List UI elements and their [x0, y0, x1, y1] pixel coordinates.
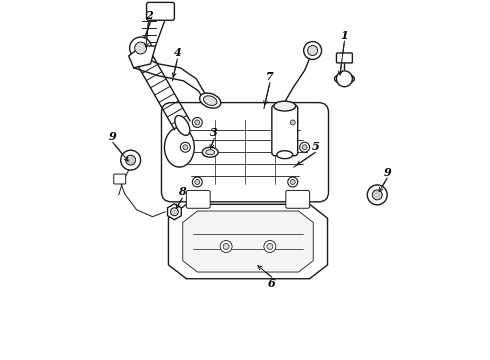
Polygon shape: [129, 46, 155, 68]
Circle shape: [183, 145, 188, 150]
Circle shape: [223, 243, 229, 249]
Text: 2: 2: [145, 10, 152, 21]
Circle shape: [337, 71, 352, 87]
Text: 1: 1: [341, 30, 348, 41]
Circle shape: [267, 243, 273, 249]
Text: 7: 7: [266, 71, 274, 82]
Circle shape: [195, 120, 200, 125]
Circle shape: [135, 42, 147, 54]
FancyBboxPatch shape: [114, 174, 125, 184]
Circle shape: [121, 150, 141, 170]
Ellipse shape: [206, 150, 215, 155]
Circle shape: [300, 142, 310, 152]
Ellipse shape: [199, 93, 221, 108]
Circle shape: [290, 120, 295, 125]
Circle shape: [192, 177, 202, 187]
Circle shape: [290, 180, 295, 184]
Circle shape: [130, 37, 151, 59]
Circle shape: [288, 117, 298, 127]
Text: 3: 3: [210, 127, 218, 138]
Circle shape: [220, 240, 232, 252]
FancyBboxPatch shape: [162, 103, 328, 202]
Text: 4: 4: [173, 48, 181, 58]
Text: 9: 9: [383, 167, 391, 177]
Polygon shape: [368, 185, 386, 205]
Text: 9: 9: [109, 131, 117, 142]
FancyBboxPatch shape: [337, 53, 352, 63]
Circle shape: [171, 208, 178, 216]
FancyBboxPatch shape: [272, 105, 298, 156]
Ellipse shape: [175, 116, 190, 135]
Ellipse shape: [274, 101, 295, 111]
Text: 5: 5: [312, 141, 319, 152]
Circle shape: [368, 185, 387, 205]
Polygon shape: [169, 204, 327, 279]
Circle shape: [288, 177, 298, 187]
Text: 8: 8: [178, 186, 186, 197]
FancyBboxPatch shape: [186, 190, 210, 208]
Polygon shape: [183, 211, 313, 272]
Text: 6: 6: [268, 278, 276, 289]
Circle shape: [302, 145, 307, 150]
Ellipse shape: [202, 147, 218, 157]
FancyBboxPatch shape: [286, 190, 310, 208]
FancyBboxPatch shape: [147, 3, 174, 20]
Polygon shape: [168, 204, 181, 220]
Circle shape: [192, 117, 202, 127]
Circle shape: [264, 240, 276, 252]
Circle shape: [195, 180, 200, 184]
Circle shape: [180, 142, 190, 152]
Circle shape: [304, 41, 321, 59]
Circle shape: [125, 155, 136, 165]
Ellipse shape: [203, 96, 217, 105]
Ellipse shape: [335, 74, 354, 84]
Circle shape: [308, 46, 318, 55]
Polygon shape: [122, 150, 139, 170]
Ellipse shape: [165, 127, 195, 167]
Circle shape: [372, 190, 382, 200]
Ellipse shape: [277, 151, 293, 159]
